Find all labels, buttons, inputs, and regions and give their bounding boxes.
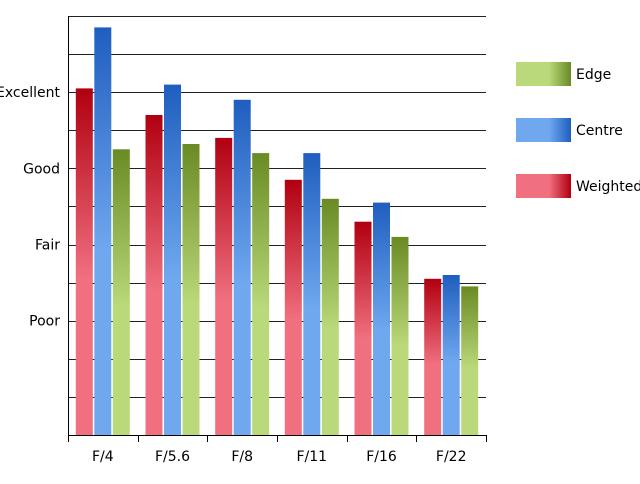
x-tick-label-f-4: F/4 (92, 449, 114, 465)
y-tick-label-fair: Fair (35, 238, 60, 254)
axes (68, 16, 487, 442)
bar-edge-f-16 (391, 236, 409, 435)
bar-weighted-f-4 (75, 88, 93, 436)
legend-swatch-edge (516, 62, 571, 86)
x-tick-label-f-5-6: F/5.6 (155, 449, 190, 465)
y-tick-label-good: Good (23, 161, 60, 177)
bar-weighted-f-5-6 (145, 115, 163, 435)
legend-label-centre: Centre (576, 123, 623, 139)
bars (75, 27, 479, 436)
legend-item-centre: Centre (516, 118, 623, 142)
bar-centre-f-4 (94, 27, 112, 436)
x-tick-label-f-8: F/8 (231, 449, 253, 465)
bar-edge-f-11 (321, 198, 339, 435)
legend-swatch-weighted (516, 174, 571, 198)
legend-item-weighted: Weighted (516, 174, 640, 198)
x-tick-labels: F/4 F/5.6 F/8 F/11 F/16 F/22 (92, 449, 467, 465)
y-tick-label-poor: Poor (29, 314, 60, 330)
bar-edge-f-5-6 (182, 144, 200, 435)
x-tick-label-f-11: F/11 (297, 449, 328, 465)
legend-item-edge: Edge (516, 62, 611, 86)
bar-edge-f-22 (461, 286, 479, 435)
legend-label-edge: Edge (576, 67, 611, 83)
bar-edge-f-8 (252, 153, 270, 435)
x-tick-label-f-16: F/16 (366, 449, 397, 465)
bar-centre-f-16 (373, 202, 390, 435)
legend-swatch-centre (516, 118, 571, 142)
bar-weighted-f-8 (215, 137, 233, 435)
bar-weighted-f-16 (354, 221, 372, 435)
y-tick-labels: Poor Fair Good Excellent (0, 85, 61, 330)
y-tick-label-excellent: Excellent (0, 85, 61, 101)
bar-centre-f-5-6 (164, 84, 181, 435)
x-tick-label-f-22: F/22 (436, 449, 467, 465)
bar-centre-f-8 (233, 99, 251, 436)
bar-edge-f-4 (112, 149, 130, 436)
bar-centre-f-11 (303, 153, 321, 435)
legend-label-weighted: Weighted (576, 179, 640, 195)
gridlines (68, 16, 486, 398)
bar-weighted-f-11 (284, 179, 302, 435)
bar-centre-f-22 (442, 275, 460, 435)
legend: Edge Centre Weighted (516, 62, 640, 198)
bar-weighted-f-22 (424, 278, 442, 435)
